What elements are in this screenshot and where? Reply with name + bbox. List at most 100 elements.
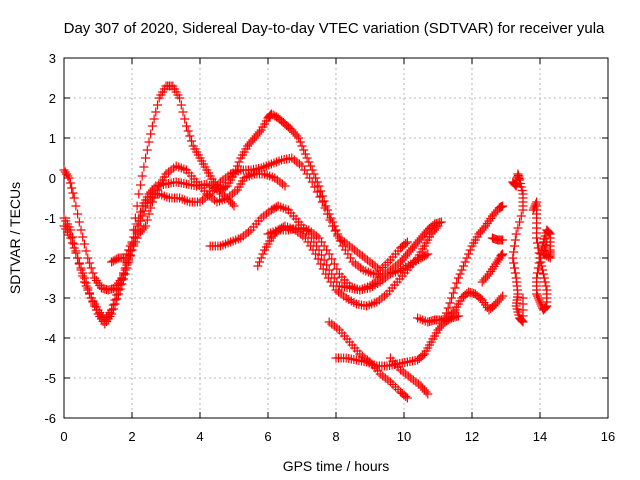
data-point	[183, 126, 193, 136]
data-point	[297, 141, 307, 151]
data-point	[108, 300, 118, 310]
data-point	[149, 114, 159, 124]
data-point	[66, 225, 76, 235]
data-point	[510, 268, 520, 278]
data-point	[119, 270, 128, 280]
data-point	[544, 227, 553, 237]
data-point	[68, 232, 77, 242]
data-point	[294, 133, 304, 143]
data-point	[78, 271, 88, 281]
data-point	[79, 239, 89, 249]
data-point	[307, 165, 317, 175]
series-track-o	[508, 169, 528, 327]
data-point	[88, 268, 98, 278]
y-tick-label: -1	[44, 211, 56, 226]
data-point	[513, 223, 523, 233]
data-point	[452, 278, 462, 288]
data-point	[83, 253, 93, 263]
data-point	[445, 298, 455, 308]
data-point	[529, 203, 539, 213]
data-point	[534, 295, 544, 305]
data-point	[421, 387, 431, 397]
data-point	[151, 189, 161, 199]
x-tick-label: 8	[332, 429, 339, 444]
data-point	[532, 289, 542, 299]
data-point	[531, 199, 541, 209]
data-point	[139, 206, 149, 216]
y-tick-label: -5	[44, 371, 56, 386]
data-point	[129, 225, 139, 235]
data-point	[258, 249, 268, 259]
data-point	[448, 288, 458, 298]
data-point	[311, 249, 321, 259]
data-point	[536, 257, 546, 267]
data-point	[541, 302, 551, 312]
data-point	[542, 237, 552, 247]
data-point	[132, 233, 142, 243]
data-point	[421, 250, 431, 260]
data-point	[231, 165, 241, 175]
data-point	[74, 259, 84, 269]
data-point	[508, 253, 518, 263]
data-point	[304, 157, 314, 167]
data-point	[539, 273, 549, 283]
data-point	[120, 265, 130, 275]
series-track-e	[205, 201, 446, 295]
y-tick-label: -6	[44, 411, 56, 426]
data-point	[117, 275, 127, 285]
data-point	[139, 223, 149, 233]
data-point	[280, 181, 290, 191]
data-point	[536, 299, 546, 309]
data-point	[423, 389, 433, 399]
series-track-d	[107, 81, 412, 275]
data-point	[110, 295, 120, 305]
data-point	[142, 145, 152, 155]
data-point	[69, 193, 79, 203]
data-point	[309, 169, 319, 179]
data-point	[324, 209, 334, 219]
data-point	[316, 259, 326, 269]
data-point	[232, 161, 242, 171]
series-track-c	[59, 161, 290, 325]
data-point	[327, 254, 337, 264]
data-point	[431, 223, 441, 233]
data-point	[141, 221, 151, 231]
data-point	[448, 307, 458, 317]
data-point	[532, 291, 542, 301]
series-track-n	[487, 233, 508, 245]
data-point	[136, 216, 145, 226]
data-point	[533, 293, 543, 303]
data-point	[517, 316, 527, 326]
data-point	[453, 273, 463, 283]
data-point	[440, 313, 450, 323]
data-point	[510, 235, 520, 245]
x-tick-label: 12	[465, 429, 479, 444]
data-point	[542, 285, 552, 295]
y-tick-label: -4	[44, 331, 56, 346]
data-point	[532, 233, 542, 243]
data-point	[68, 188, 78, 198]
data-point	[64, 173, 74, 183]
data-point	[496, 293, 506, 303]
data-point	[81, 246, 91, 256]
x-tick-label: 4	[196, 429, 203, 444]
y-tick-label: -3	[44, 291, 56, 306]
data-point	[510, 241, 519, 251]
data-point	[515, 217, 525, 227]
data-point	[455, 269, 465, 279]
chart-title: Day 307 of 2020, Sidereal Day-to-day VTE…	[64, 20, 605, 37]
y-tick-label: 3	[49, 51, 56, 66]
data-point	[498, 249, 508, 259]
data-point	[153, 185, 162, 195]
data-point	[518, 205, 528, 215]
data-point	[112, 290, 122, 300]
data-point	[227, 199, 237, 209]
data-point	[255, 127, 264, 137]
data-point	[175, 93, 185, 103]
data-point	[516, 211, 526, 221]
data-point	[498, 235, 508, 245]
data-point	[537, 261, 547, 271]
data-point	[65, 178, 75, 188]
